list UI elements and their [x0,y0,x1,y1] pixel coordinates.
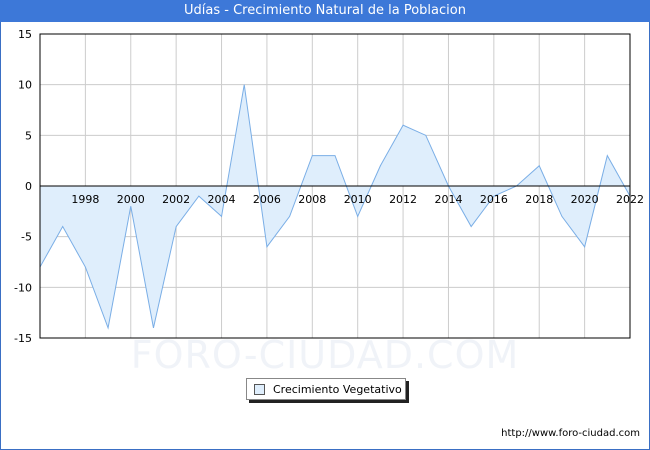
data-point [357,215,359,217]
watermark: FORO-CIUDAD.COM [130,333,520,377]
x-tick-label: 2004 [208,193,236,206]
data-point [243,84,245,86]
data-point [84,266,86,268]
data-point [538,165,540,167]
x-tick-label: 2016 [480,193,508,206]
data-point [221,215,223,217]
x-tick-label: 2012 [389,193,417,206]
data-point [470,226,472,228]
x-tick-label: 2006 [253,193,281,206]
y-tick-label: 15 [18,28,32,41]
chart-title: Udías - Crecimiento Natural de la Poblac… [0,0,650,22]
data-point [198,195,200,197]
y-tick-label: -15 [14,332,32,345]
data-point [289,215,291,217]
plot-border [39,33,631,339]
x-tick-label: 2022 [616,193,644,206]
data-point [561,215,563,217]
y-tick-label: 10 [18,79,32,92]
x-tick-label: 2008 [298,193,326,206]
data-point [334,155,336,157]
y-tick-label: -5 [21,231,32,244]
x-tick-label: 2020 [571,193,599,206]
x-tick-label: 2002 [162,193,190,206]
x-tick-label: 2014 [434,193,462,206]
data-point [584,246,586,248]
legend: Crecimiento Vegetativo [246,378,406,400]
x-tick-label: 2000 [117,193,145,206]
data-point [175,226,177,228]
data-point [425,134,427,136]
data-point [266,246,268,248]
data-point [606,155,608,157]
data-point [62,226,64,228]
source-url: http://www.foro-ciudad.com [501,428,640,439]
data-point [402,124,404,126]
y-tick-label: 0 [25,180,32,193]
legend-label: Crecimiento Vegetativo [273,382,402,396]
y-tick-label: 5 [25,129,32,142]
series-line [39,84,631,330]
x-tick-label: 1998 [71,193,99,206]
x-tick-label: 2010 [344,193,372,206]
legend-swatch [254,383,265,395]
x-tick-label: 2018 [525,193,553,206]
data-point [152,327,154,329]
data-point [107,327,109,329]
data-point [311,155,313,157]
y-tick-label: -10 [14,281,32,294]
data-point [379,165,381,167]
